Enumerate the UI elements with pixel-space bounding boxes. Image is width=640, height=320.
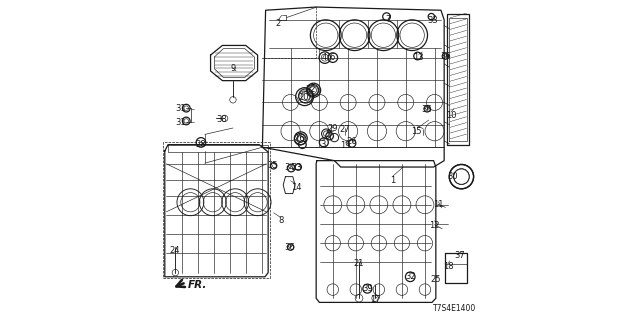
Text: 5: 5 bbox=[325, 130, 331, 139]
Text: 17: 17 bbox=[370, 295, 380, 304]
Text: 13: 13 bbox=[413, 53, 424, 62]
Text: 22: 22 bbox=[306, 85, 316, 94]
Text: 28: 28 bbox=[196, 140, 206, 149]
Text: 3: 3 bbox=[320, 140, 325, 149]
Text: 31: 31 bbox=[175, 104, 186, 113]
Text: 23: 23 bbox=[292, 163, 302, 172]
Text: 30: 30 bbox=[447, 172, 458, 181]
Text: 33: 33 bbox=[428, 16, 438, 25]
Text: T7S4E1400: T7S4E1400 bbox=[433, 304, 476, 313]
Text: 10: 10 bbox=[446, 111, 456, 120]
Text: FR.: FR. bbox=[188, 280, 207, 291]
Text: 15: 15 bbox=[412, 127, 422, 136]
Text: 37: 37 bbox=[454, 252, 465, 260]
Text: 24: 24 bbox=[169, 246, 180, 255]
Text: 4: 4 bbox=[321, 53, 326, 62]
Text: 19: 19 bbox=[340, 141, 350, 150]
Text: 27: 27 bbox=[340, 125, 350, 134]
Text: 7: 7 bbox=[385, 15, 390, 24]
Text: 34: 34 bbox=[284, 164, 295, 172]
Text: 12: 12 bbox=[429, 221, 440, 230]
Text: 11: 11 bbox=[433, 200, 444, 209]
Text: 36: 36 bbox=[421, 105, 431, 114]
Text: 16: 16 bbox=[294, 134, 305, 143]
Text: 38: 38 bbox=[216, 116, 227, 124]
Text: 39: 39 bbox=[362, 284, 372, 293]
Text: 18: 18 bbox=[443, 262, 453, 271]
Text: 26: 26 bbox=[346, 137, 356, 146]
Text: 25: 25 bbox=[431, 275, 441, 284]
Text: 29: 29 bbox=[327, 124, 337, 133]
Text: 8: 8 bbox=[278, 216, 284, 225]
Text: 2: 2 bbox=[275, 19, 280, 28]
Text: 36: 36 bbox=[284, 243, 295, 252]
Text: 1: 1 bbox=[390, 176, 396, 185]
Text: 20: 20 bbox=[298, 93, 308, 102]
Text: 36: 36 bbox=[440, 52, 451, 61]
Text: 32: 32 bbox=[405, 272, 415, 281]
Text: 6: 6 bbox=[330, 53, 335, 62]
Text: 14: 14 bbox=[291, 183, 301, 192]
Text: 21: 21 bbox=[353, 260, 364, 268]
Text: 31: 31 bbox=[175, 118, 186, 127]
Text: 9: 9 bbox=[230, 64, 236, 73]
Text: 35: 35 bbox=[268, 161, 278, 170]
